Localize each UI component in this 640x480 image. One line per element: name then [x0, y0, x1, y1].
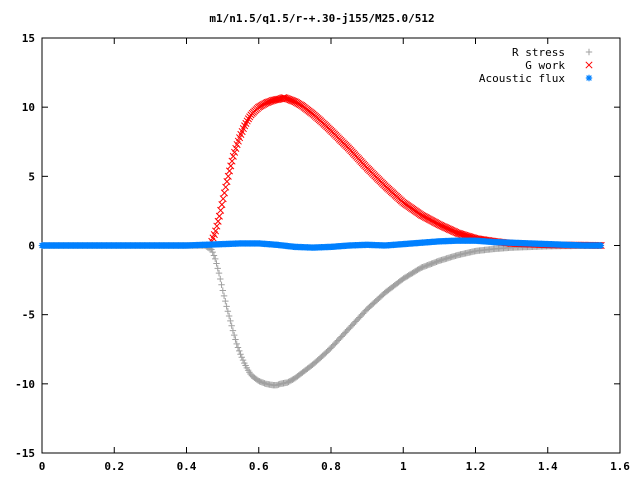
data-point [234, 344, 242, 351]
data-point [287, 96, 295, 104]
data-point [217, 275, 224, 283]
x-tick-label: 0.2 [104, 460, 124, 473]
y-tick-label: 10 [22, 101, 35, 114]
data-point [224, 172, 232, 180]
x-tick-label: 1.4 [538, 460, 558, 473]
axis-ticks: 0 0.2 0.4 0.6 0.8 1 1.2 1.4 1.6 15 10 5 0 -5 -10 -15 [15, 32, 630, 473]
x-tick-label: 0 [39, 460, 46, 473]
data-point [210, 252, 218, 259]
data-point [285, 95, 293, 103]
y-tick-label: 15 [22, 32, 35, 45]
x-tick-label: 0.6 [249, 460, 269, 473]
data-point [282, 94, 290, 102]
series-r-stress [38, 242, 605, 389]
data-point [263, 98, 271, 107]
data-point [236, 347, 243, 355]
data-point [209, 248, 216, 256]
y-tick-label: -15 [15, 447, 35, 460]
data-point [225, 312, 233, 320]
data-point [262, 99, 270, 107]
y-tick-label: -10 [15, 378, 35, 391]
data-point [232, 336, 239, 343]
data-point [220, 292, 228, 300]
legend-marker [585, 74, 593, 82]
data-point [227, 162, 235, 170]
data-point [218, 200, 226, 209]
data-point [597, 242, 605, 249]
data-point [230, 148, 239, 156]
x-tick-label: 1 [400, 460, 407, 473]
legend-label: R stress [512, 46, 565, 59]
data-point [224, 308, 232, 315]
data-point [230, 331, 238, 339]
data-point [280, 93, 288, 102]
data-point [229, 327, 237, 334]
legend-label: G work [525, 59, 565, 72]
data-point [453, 229, 461, 237]
data-point [220, 189, 228, 197]
x-tick-label: 0.4 [177, 460, 197, 473]
data-marks [38, 93, 605, 389]
data-point [227, 317, 234, 325]
data-point [265, 98, 273, 106]
x-tick-label: 0.8 [321, 460, 341, 473]
data-point [281, 94, 289, 102]
data-point [212, 255, 219, 263]
data-point [214, 265, 221, 272]
y-tick-label: 0 [28, 240, 35, 253]
data-point [232, 144, 240, 152]
data-point [243, 117, 251, 125]
data-point [225, 167, 234, 175]
data-point [218, 281, 225, 288]
data-point [284, 95, 292, 103]
x-tick-label: 1.6 [610, 460, 630, 473]
data-point [286, 96, 294, 104]
data-point [217, 206, 225, 214]
data-point [213, 222, 221, 230]
data-point [223, 303, 230, 310]
data-point [228, 157, 236, 165]
data-point [215, 212, 223, 220]
data-point [229, 152, 237, 160]
legend-marker [585, 48, 593, 56]
data-point [222, 183, 230, 191]
data-point [215, 269, 223, 277]
series-acoustic-flux [38, 237, 605, 251]
x-tick-label: 1.2 [466, 460, 486, 473]
legend-marker [585, 61, 593, 69]
data-point [219, 195, 227, 203]
data-point [266, 97, 274, 106]
data-point [223, 178, 231, 186]
data-point [233, 340, 240, 348]
legend-label: Acoustic flux [479, 72, 565, 85]
data-point [228, 322, 235, 329]
chart-title: m1/n1.5/q1.5/r-+.30-j155/M25.0/512 [209, 12, 434, 25]
data-point [213, 260, 220, 267]
data-point [219, 287, 227, 294]
y-tick-label: -5 [22, 309, 35, 322]
data-point [239, 356, 247, 364]
data-point [238, 354, 245, 361]
data-point [222, 297, 229, 305]
series-g-work [208, 93, 605, 250]
y-tick-label: 5 [28, 170, 35, 183]
data-point [237, 351, 244, 358]
